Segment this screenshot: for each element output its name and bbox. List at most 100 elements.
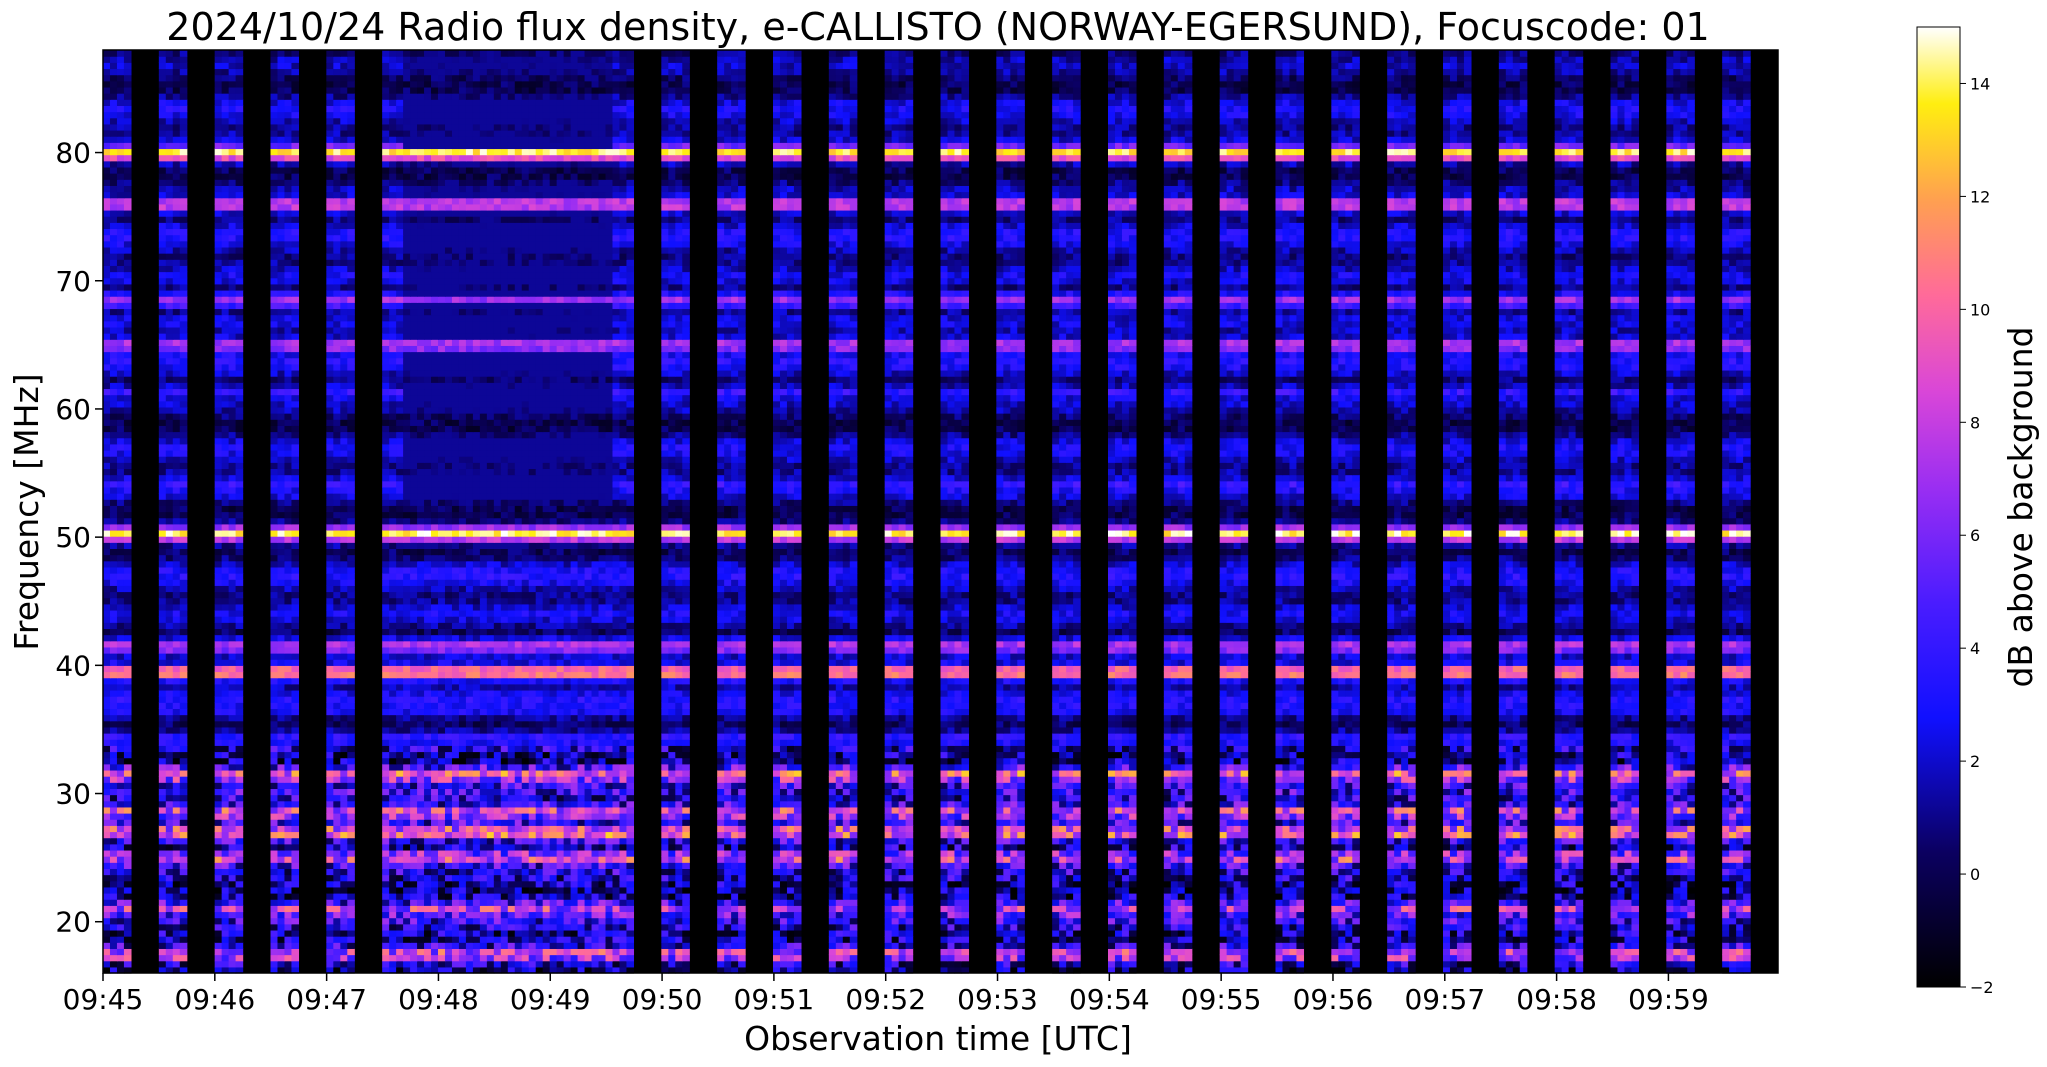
heatmap-cell (1512, 769, 1521, 777)
heatmap-cell (1240, 862, 1249, 869)
heatmap-cell (682, 782, 690, 789)
heatmap-cell (668, 800, 676, 808)
heatmap-cell (556, 788, 565, 796)
heatmap-cell (1121, 837, 1130, 845)
heatmap-cell (382, 788, 390, 796)
heatmap-cell (340, 893, 348, 900)
heatmap-cell (577, 856, 586, 863)
heatmap-cell (1610, 868, 1619, 876)
heatmap-cell (584, 813, 593, 820)
heatmap-cell (1003, 911, 1011, 919)
heatmap-cell (563, 751, 572, 759)
heatmap-cell (277, 757, 286, 765)
heatmap-cell (1561, 960, 1570, 968)
heatmap-cell (584, 917, 593, 925)
heatmap-cell (717, 905, 725, 913)
heatmap-cell (417, 899, 425, 906)
heatmap-cell (284, 849, 293, 857)
heatmap-cell (1073, 862, 1081, 869)
heatmap-cell (486, 837, 495, 845)
heatmap-cell (1219, 856, 1228, 863)
heatmap-cell (1352, 788, 1360, 796)
heatmap-cell (535, 813, 544, 820)
heatmap-cell (1219, 751, 1228, 759)
heatmap-cell (1052, 813, 1060, 820)
heatmap-cell (235, 782, 244, 789)
heatmap-cell (849, 806, 858, 814)
heatmap-cell (486, 936, 495, 943)
heatmap-cell (591, 868, 600, 876)
heatmap-cell (1561, 769, 1570, 777)
heatmap-cell (542, 856, 551, 863)
heatmap-cell (1073, 954, 1081, 962)
heatmap-cell (444, 782, 453, 789)
heatmap-cell (270, 831, 279, 839)
heatmap-cell (347, 837, 355, 845)
heatmap-cell (109, 831, 118, 839)
heatmap-cell (507, 819, 516, 826)
heatmap-cell (786, 763, 795, 771)
heatmap-cell (661, 782, 669, 789)
heatmap-cell (542, 923, 551, 931)
heatmap-cell (661, 757, 669, 765)
heatmap-cell (793, 776, 802, 783)
heatmap-cell (1184, 954, 1193, 962)
heatmap-cell (382, 751, 390, 759)
heatmap-cell (1498, 899, 1507, 906)
heatmap-cell (472, 843, 481, 851)
heatmap-cell (954, 942, 963, 949)
heatmap-cell (1456, 763, 1465, 771)
heatmap-cell (1443, 788, 1451, 796)
heatmap-cell (172, 954, 181, 962)
heatmap-cell (898, 856, 907, 863)
heatmap-cell (1687, 923, 1695, 931)
heatmap-cell (1240, 905, 1249, 913)
heatmap-cell (214, 960, 223, 968)
heatmap-cell (424, 874, 432, 882)
heatmap-cell (179, 837, 188, 845)
heatmap-cell (172, 769, 181, 777)
heatmap-cell (1673, 849, 1681, 857)
heatmap-cell (786, 825, 795, 833)
heatmap-cell (661, 893, 669, 900)
heatmap-cell (291, 825, 300, 833)
heatmap-cell (528, 776, 537, 783)
heatmap-cell (793, 769, 802, 777)
heatmap-cell (717, 825, 725, 833)
heatmap-cell (1401, 788, 1409, 796)
heatmap-cell (940, 782, 949, 789)
heatmap-cell (1554, 911, 1563, 919)
heatmap-cell (849, 929, 858, 937)
heatmap-cell (779, 936, 788, 943)
heatmap-cell (1387, 874, 1395, 882)
heatmap-cell (1128, 825, 1137, 833)
heatmap-cell (661, 831, 669, 839)
heatmap-cell (431, 751, 439, 759)
heatmap-cell (528, 831, 537, 839)
heatmap-cell (431, 763, 439, 771)
heatmap-cell (661, 911, 669, 919)
heatmap-cell (179, 745, 188, 753)
heatmap-cell (109, 899, 118, 906)
heatmap-cell (333, 948, 341, 956)
heatmap-cell (940, 757, 949, 765)
heatmap-cell (1017, 948, 1025, 956)
heatmap-cell (786, 917, 795, 925)
heatmap-cell (612, 911, 621, 919)
heatmap-cell (1687, 893, 1695, 900)
heatmap-cell (626, 923, 635, 931)
heatmap-cell (1505, 843, 1514, 851)
heatmap-cell (528, 757, 537, 765)
heatmap-cell (1352, 831, 1360, 839)
heatmap-cell (612, 856, 621, 863)
heatmap-cell (451, 769, 460, 777)
heatmap-cell (465, 893, 474, 900)
heatmap-cell (507, 899, 516, 906)
heatmap-cell (835, 966, 844, 974)
heatmap-cell (1059, 806, 1067, 814)
heatmap-cell (465, 954, 474, 962)
heatmap-cell (731, 849, 739, 857)
heatmap-cell (738, 954, 746, 962)
heatmap-cell (116, 763, 125, 771)
heatmap-cell (1108, 831, 1116, 839)
